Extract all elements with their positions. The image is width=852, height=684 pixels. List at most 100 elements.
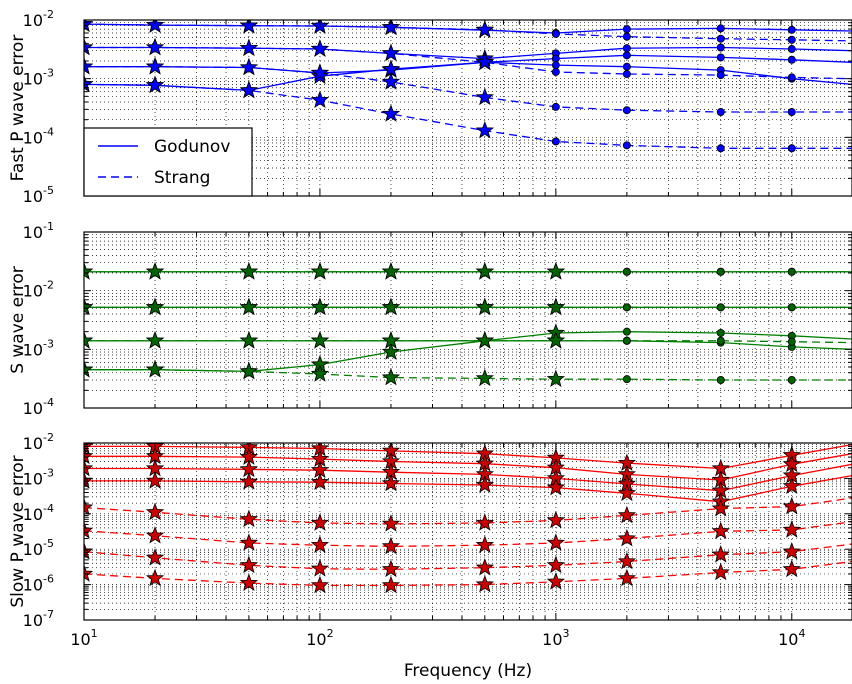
y-tick-label: 10-6 xyxy=(23,573,54,595)
y-tick-label: 10-5 xyxy=(23,537,54,559)
star-marker xyxy=(310,39,330,57)
x-tick-exponent: 1 xyxy=(91,627,98,640)
y-tick-base: 10 xyxy=(23,70,43,89)
godunov-series-line xyxy=(84,340,852,350)
star-marker xyxy=(381,473,401,492)
star-marker xyxy=(546,262,566,280)
star-marker xyxy=(381,20,401,36)
y-tick-base: 10 xyxy=(23,540,43,559)
star-marker xyxy=(145,297,165,316)
star-marker xyxy=(84,458,94,477)
star-marker xyxy=(239,509,259,528)
y-tick-base: 10 xyxy=(23,469,43,488)
star-marker xyxy=(381,262,401,280)
star-marker xyxy=(310,262,330,280)
star-marker xyxy=(546,331,566,349)
star-marker xyxy=(239,331,259,349)
dot-marker xyxy=(622,70,631,79)
y-tick-label: 10-2 xyxy=(23,8,54,30)
dot-marker xyxy=(787,25,796,34)
dot-marker xyxy=(551,61,560,70)
y-tick-label: 10-2 xyxy=(23,279,54,301)
star-marker xyxy=(145,568,165,587)
dot-marker xyxy=(622,51,631,60)
dot-marker xyxy=(622,44,631,53)
dot-marker xyxy=(716,34,725,43)
star-marker xyxy=(711,562,730,581)
star-marker xyxy=(475,52,494,71)
y-axis-label: Fast P wave error xyxy=(8,35,28,182)
axes-frame xyxy=(83,19,852,197)
axes-frame xyxy=(83,231,852,409)
strang-series-line xyxy=(84,66,852,113)
grid xyxy=(84,232,852,408)
y-axis-label: S wave error xyxy=(8,266,28,374)
star-marker xyxy=(617,551,637,570)
star-marker xyxy=(782,542,801,560)
dot-marker xyxy=(787,73,796,82)
star-marker xyxy=(782,476,801,495)
star-marker xyxy=(239,80,259,99)
star-marker xyxy=(381,43,401,62)
y-tick-exponent: -2 xyxy=(43,8,54,21)
godunov-series-line xyxy=(84,463,852,492)
strang-series-line xyxy=(84,497,852,525)
dot-marker xyxy=(716,303,725,312)
star-marker xyxy=(381,297,401,316)
strang-series-line xyxy=(84,521,852,548)
dot-marker xyxy=(622,141,631,150)
y-tick-exponent: -3 xyxy=(43,67,54,80)
y-tick-label: 10-2 xyxy=(23,431,54,453)
dot-marker xyxy=(622,375,631,384)
dot-marker xyxy=(716,53,725,62)
star-marker xyxy=(145,548,165,566)
star-marker xyxy=(239,297,259,316)
dot-marker xyxy=(551,137,560,146)
dot-marker xyxy=(622,106,631,115)
star-marker xyxy=(239,533,259,551)
star-marker xyxy=(145,57,165,75)
star-marker xyxy=(239,472,259,490)
y-tick-exponent: -2 xyxy=(43,431,54,444)
y-tick-base: 10 xyxy=(23,505,43,524)
star-marker xyxy=(310,513,330,531)
star-marker xyxy=(617,483,637,502)
dot-marker xyxy=(716,376,725,385)
star-marker xyxy=(546,572,566,590)
strang-series-line xyxy=(84,543,852,570)
star-marker xyxy=(84,564,94,582)
dot-marker xyxy=(716,267,725,276)
godunov-series-line xyxy=(84,46,852,60)
x-tick-base: 10 xyxy=(70,630,90,649)
star-marker xyxy=(310,90,330,108)
star-marker xyxy=(381,559,401,578)
star-marker xyxy=(381,514,401,532)
dot-marker xyxy=(622,25,631,34)
star-marker xyxy=(546,477,566,496)
y-tick-base: 10 xyxy=(23,399,43,418)
y-tick-label: 10-7 xyxy=(23,608,54,630)
star-marker xyxy=(84,297,94,316)
star-marker xyxy=(475,331,494,349)
dot-marker xyxy=(787,144,796,153)
x-tick-label: 103 xyxy=(542,627,569,649)
star-marker xyxy=(475,558,494,576)
y-tick-exponent: -3 xyxy=(43,466,54,479)
star-marker xyxy=(381,104,401,122)
strang-series-line xyxy=(84,340,852,344)
y-tick-exponent: -6 xyxy=(43,573,54,586)
star-marker xyxy=(546,533,566,551)
y-tick-base: 10 xyxy=(23,187,43,206)
y-tick-exponent: -7 xyxy=(43,608,54,621)
dot-marker xyxy=(622,32,631,41)
dot-marker xyxy=(716,24,725,33)
star-marker xyxy=(84,497,94,516)
dot-marker xyxy=(787,267,796,276)
star-marker xyxy=(310,297,330,316)
star-marker xyxy=(475,87,494,106)
legend-box xyxy=(83,127,253,197)
dot-marker xyxy=(716,336,725,345)
y-tick-exponent: -5 xyxy=(43,537,54,550)
star-marker xyxy=(381,342,401,360)
star-marker xyxy=(239,57,259,76)
